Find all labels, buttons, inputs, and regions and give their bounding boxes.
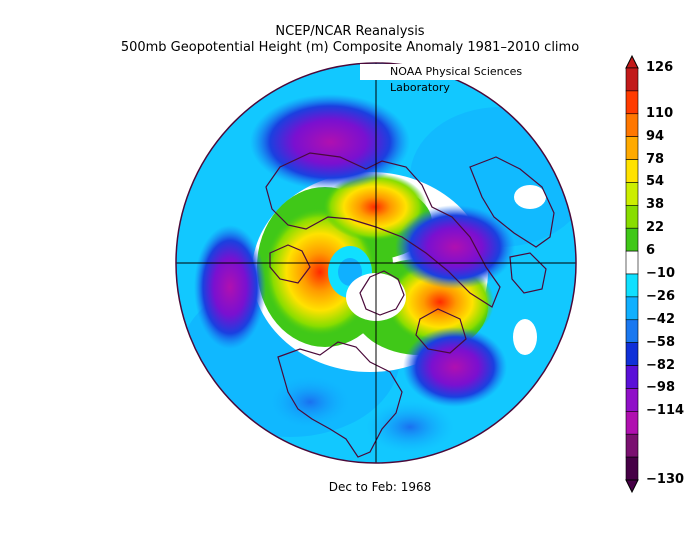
time-period-label: Dec to Feb: 1968	[328, 480, 432, 494]
colorbar-tick-label: −98	[646, 380, 675, 396]
colorbar-bottom-arrow	[625, 479, 639, 494]
colorbar-tick-label: 110	[646, 105, 674, 121]
polar-anomaly-map	[175, 62, 577, 464]
colorbar-swatch	[625, 159, 639, 183]
colorbar-tick-label: −130	[646, 472, 685, 487]
colorbar-swatch	[625, 411, 639, 435]
colorbar-swatch	[625, 67, 639, 92]
colorbar-tick-label: −26	[646, 288, 675, 304]
colorbar-swatch	[625, 456, 639, 481]
colorbar-tick-label: −82	[646, 357, 675, 373]
colorbar-swatch	[625, 388, 639, 412]
colorbar-swatch	[625, 273, 639, 298]
map-subtitle: 500mb Geopotential Height (m) Composite …	[120, 40, 580, 55]
colorbar-tick-label: −10	[646, 266, 675, 281]
colorbar-swatch	[625, 113, 639, 137]
colorbar-tick-label: −58	[646, 334, 675, 350]
colorbar-swatch	[625, 342, 639, 366]
colorbar-tick-label: 126	[646, 60, 674, 75]
credit-label: NOAA Physical Sciences Laboratory	[360, 64, 582, 94]
colorbar-swatch	[625, 205, 639, 229]
colorbar-swatch	[625, 182, 639, 206]
map-title: NCEP/NCAR Reanalysis	[275, 24, 425, 39]
colorbar-swatch	[625, 365, 639, 389]
colorbar-swatch	[625, 433, 639, 458]
colorbar-tick-label: −42	[646, 311, 675, 327]
colorbar-tick-label: 22	[646, 220, 665, 236]
colorbar-swatch	[625, 250, 639, 275]
colorbar-swatch	[625, 296, 639, 321]
colorbar-tick-label: 38	[646, 197, 665, 213]
colorbar-tick-label: 54	[646, 174, 665, 190]
colorbar-swatch	[625, 227, 639, 252]
colorbar-tick-label: 78	[646, 151, 665, 167]
colorbar	[625, 54, 639, 494]
colorbar-swatch	[625, 319, 639, 343]
colorbar-swatch	[625, 136, 639, 160]
colorbar-tick-label: 6	[646, 243, 656, 259]
colorbar-swatch	[625, 90, 639, 115]
colorbar-tick-label: −114	[646, 403, 685, 419]
colorbar-top-arrow	[625, 54, 639, 69]
colorbar-tick-label: 94	[646, 128, 665, 144]
